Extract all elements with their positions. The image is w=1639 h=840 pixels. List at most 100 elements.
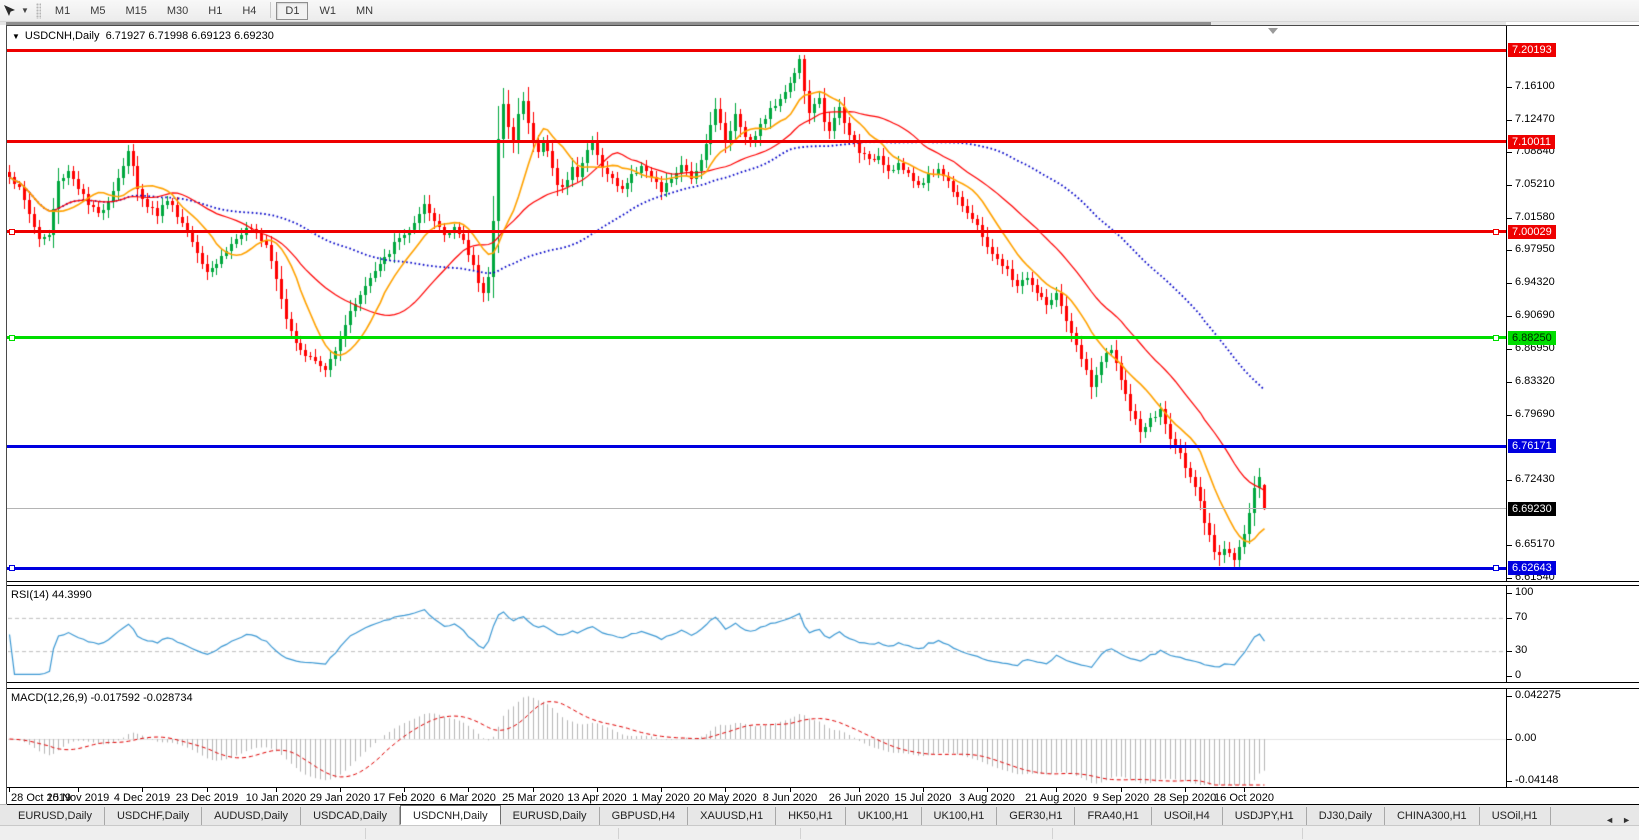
date-label: 6 Mar 2020: [440, 792, 496, 804]
hline-current-price-6.69230[interactable]: [7, 508, 1506, 509]
macd-scale-0.042275: 0.042275: [1515, 689, 1561, 701]
macd-scale--0.04148: -0.04148: [1515, 774, 1559, 786]
date-tickmark: [1056, 788, 1057, 792]
chart-tabs: EURUSD,Daily USDCHF,Daily AUDUSD,Daily USDC…: [6, 805, 1551, 825]
timeframe-button-d1[interactable]: D1: [276, 1, 309, 20]
date-label: 17 Feb 2020: [373, 792, 435, 804]
chart-tab-usdchf-daily[interactable]: USDCHF,Daily: [105, 807, 203, 825]
price-tick-6.97950: 6.97950: [1515, 243, 1555, 255]
price-tick-6.83320: 6.83320: [1515, 375, 1555, 387]
macd-scale-0.042275-tickmark: [1507, 696, 1512, 697]
date-label: 15 Jul 2020: [894, 792, 952, 804]
chart-symbol-title: ▼ USDCNH,Daily 6.71927 6.71998 6.69123 6.…: [12, 30, 274, 42]
price-marker-6.62643: 6.62643: [1508, 561, 1556, 575]
price-axis[interactable]: 7.20193 7.10011 7.00029 6.88250 6.76171 6.692…: [1506, 26, 1639, 805]
chart-tab-usdjpy-h1[interactable]: USDJPY,H1: [1223, 807, 1307, 825]
timeframe-button-h1[interactable]: H1: [208, 4, 223, 17]
hline-support-6.76171[interactable]: [7, 445, 1506, 448]
date-label: 20 May 2020: [693, 792, 757, 804]
hline-handle[interactable]: [9, 565, 15, 571]
cursor-tool-icon[interactable]: [0, 2, 18, 20]
price-tick-6.79690: 6.79690: [1515, 408, 1555, 420]
chart-tab-uk100-h1[interactable]: UK100,H1: [922, 807, 998, 825]
chart-tab-hk50-h1[interactable]: HK50,H1: [776, 807, 846, 825]
chart-tab-fra40-h1[interactable]: FRA40,H1: [1075, 807, 1152, 825]
pane-divider-main-rsi[interactable]: [7, 581, 1639, 586]
hline-resistance-7.20193[interactable]: [7, 49, 1506, 52]
date-label: 28 Sep 2020: [1153, 792, 1217, 804]
price-tick-6.90690: 6.90690: [1515, 309, 1555, 321]
date-label: 15 Nov 2019: [46, 792, 110, 804]
rsi-scale-30: 30: [1515, 644, 1528, 656]
chart-tab-audusd-daily[interactable]: AUDUSD,Daily: [202, 807, 302, 825]
timeframe-button-w1[interactable]: W1: [319, 4, 336, 17]
macd-scale-0.00-tickmark: [1507, 739, 1512, 740]
rsi-canvas[interactable]: [8, 586, 1506, 682]
price-tick-7.16100-tickmark: [1507, 87, 1512, 88]
price-marker-7.00029: 7.00029: [1508, 225, 1556, 239]
chart-tab-eurusd-daily[interactable]: EURUSD,Daily: [6, 807, 105, 825]
date-label: 21 Aug 2020: [1025, 792, 1087, 804]
macd-scale-0.00: 0.00: [1515, 732, 1537, 744]
hline-resistance-7.00029[interactable]: [7, 230, 1506, 233]
date-axis[interactable]: 28 Oct 2019 15 Nov 2019 4 Dec 2019 23 Dec 2…: [7, 787, 1639, 805]
collapse-triangle-icon[interactable]: ▼: [12, 32, 20, 41]
chart-tab-usdcnh-daily[interactable]: USDCNH,Daily: [400, 805, 501, 825]
macd-label: MACD(12,26,9) -0.017592 -0.028734: [11, 692, 193, 704]
chart-hscrollbar[interactable]: [0, 22, 1506, 25]
date-label: 9 Sep 2020: [1092, 792, 1150, 804]
hline-handle[interactable]: [1493, 335, 1499, 341]
date-tickmark: [1244, 788, 1245, 792]
hscrollbar-thumb[interactable]: [6, 22, 1211, 25]
rsi-scale-70-tickmark: [1507, 618, 1512, 619]
chart-tab-china300-h1[interactable]: CHINA300,H1: [1385, 807, 1480, 825]
tab-scroll-right-icon[interactable]: ►: [1622, 815, 1631, 825]
hline-handle[interactable]: [1493, 565, 1499, 571]
macd-scale--0.04148-tickmark: [1507, 781, 1512, 782]
tab-scroll-left-icon[interactable]: ◄: [1605, 815, 1615, 825]
hline-support-6.62643[interactable]: [7, 567, 1506, 570]
price-tick-7.08840-tickmark: [1507, 152, 1512, 153]
status-divider: [1052, 828, 1053, 839]
price-tick-7.05210: 7.05210: [1515, 178, 1555, 190]
hline-handle[interactable]: [1493, 229, 1499, 235]
chart-tab-uk100-h1[interactable]: UK100,H1: [846, 807, 922, 825]
chart-tab-eurusd-daily[interactable]: EURUSD,Daily: [501, 807, 600, 825]
price-tick-7.12470: 7.12470: [1515, 113, 1555, 125]
chart-tab-usoil-h1[interactable]: USOil,H1: [1480, 807, 1551, 825]
chart-tab-gbpusd-h4[interactable]: GBPUSD,H4: [600, 807, 689, 825]
chart-tab-ger30-h1[interactable]: GER30,H1: [997, 807, 1076, 825]
date-tickmark: [533, 788, 534, 792]
chart-shift-marker[interactable]: [1268, 28, 1278, 34]
macd-canvas[interactable]: [8, 689, 1506, 787]
chart-tab-usoil-h4[interactable]: USOil,H4: [1152, 807, 1223, 825]
date-label: 25 Mar 2020: [502, 792, 564, 804]
price-tick-6.86950-tickmark: [1507, 349, 1512, 350]
timeframe-button-m1[interactable]: M1: [54, 4, 71, 17]
timeframe-button-m30[interactable]: M30: [166, 4, 189, 17]
rsi-scale-100: 100: [1515, 586, 1534, 598]
timeframe-button-h4[interactable]: H4: [242, 4, 257, 17]
timeframe-button-m5[interactable]: M5: [90, 4, 106, 17]
timeframe-button-mn[interactable]: MN: [355, 4, 374, 17]
pane-divider-rsi-macd[interactable]: [7, 682, 1639, 689]
chart-tab-usdcad-daily[interactable]: USDCAD,Daily: [301, 807, 401, 825]
hline-resistance-7.10011[interactable]: [7, 140, 1506, 143]
rsi-scale-100-tickmark: [1507, 593, 1512, 594]
chart-tab-dj30-daily[interactable]: DJ30,Daily: [1307, 807, 1385, 825]
hline-handle[interactable]: [9, 229, 15, 235]
hline-support-6.88250[interactable]: [7, 336, 1506, 339]
price-tick-6.65170: 6.65170: [1515, 538, 1555, 550]
price-tick-7.12470-tickmark: [1507, 120, 1512, 121]
date-tickmark: [661, 788, 662, 792]
hline-handle[interactable]: [9, 335, 15, 341]
timeframe-button-m15[interactable]: M15: [125, 4, 147, 17]
status-divider: [365, 828, 366, 839]
date-label: 26 Jun 2020: [828, 792, 890, 804]
price-tick-7.16100: 7.16100: [1515, 80, 1555, 92]
candlestick-canvas[interactable]: [8, 27, 1506, 581]
chart-window: ▼ USDCNH,Daily 6.71927 6.71998 6.69123 6.…: [6, 25, 1639, 805]
date-label: 23 Dec 2019: [175, 792, 239, 804]
chevron-down-icon[interactable]: ▼: [21, 6, 29, 15]
chart-tab-xauusd-h1[interactable]: XAUUSD,H1: [688, 807, 777, 825]
